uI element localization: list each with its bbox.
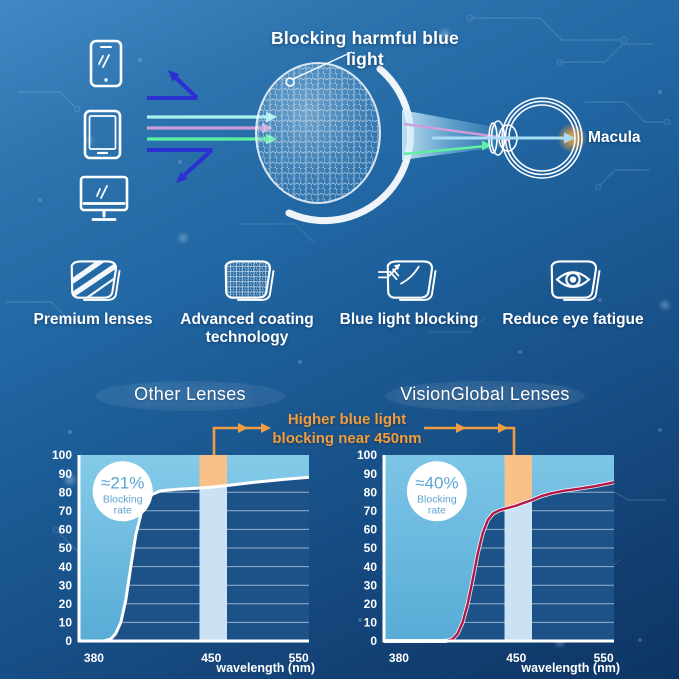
svg-text:10: 10	[364, 616, 378, 630]
svg-text:450: 450	[506, 651, 526, 665]
svg-text:70: 70	[364, 504, 378, 518]
svg-text:30: 30	[364, 578, 378, 592]
feature-blue-light-blocking: Blue light blocking	[329, 258, 489, 329]
reflected-ray-top	[147, 70, 199, 100]
svg-text:80: 80	[59, 485, 73, 499]
monitor-icon	[79, 175, 129, 221]
axes	[382, 455, 614, 643]
svg-text:100: 100	[52, 448, 72, 462]
svg-text:380: 380	[84, 651, 104, 665]
chart-visionglobal-lenses: ≈40% Blocking rate 0 10 20 30 40 50 60 70 80 90 10…	[340, 447, 620, 679]
feature-reduce-eye-fatigue: Reduce eye fatigue	[493, 258, 653, 329]
eye-comfort-lens-icon	[550, 260, 601, 301]
reflected-ray-bottom	[147, 148, 214, 183]
svg-text:40: 40	[59, 560, 73, 574]
svg-text:0: 0	[370, 634, 377, 648]
blue-light-filter-lens	[255, 51, 414, 225]
svg-text:≈21%: ≈21%	[101, 473, 144, 492]
leader-dot	[285, 77, 295, 87]
feature-label: Reduce eye fatigue	[502, 311, 644, 328]
svg-text:Blocking: Blocking	[417, 493, 457, 505]
feature-label: Blue light blocking	[339, 311, 479, 328]
eye-icon	[555, 271, 591, 288]
svg-text:60: 60	[364, 523, 378, 537]
annotation-line2: blocking near 450nm	[272, 430, 422, 447]
macula-label: Macula	[588, 129, 641, 146]
blocking-rate-badge	[92, 461, 153, 522]
transmission-curve	[384, 481, 615, 643]
feature-label: Advanced coating technology	[180, 311, 314, 346]
svg-text:70: 70	[59, 504, 73, 518]
blocking-rate-badge	[406, 461, 467, 522]
svg-text:80: 80	[364, 485, 378, 499]
chart-title-visionglobal-lenses: VisionGlobal Lenses	[400, 384, 570, 404]
leader-line	[292, 51, 353, 80]
svg-text:rate: rate	[114, 504, 132, 516]
axes	[77, 455, 309, 643]
annotation-callout: Higher blue light blocking near 450nm	[247, 410, 447, 448]
svg-text:0: 0	[65, 634, 72, 648]
svg-text:60: 60	[59, 523, 73, 537]
x-axis-label: wavelength (nm)	[215, 661, 315, 675]
chart-other-lenses: ≈21% Blocking rate 0 10 20 30 40 50 60 70 80 90 10…	[35, 447, 315, 679]
feature-advanced-coating: Advanced coating technology	[167, 258, 327, 347]
annotation-line1: Higher blue light	[287, 411, 407, 428]
lens-rim	[285, 65, 414, 225]
feature-label: Premium lenses	[33, 311, 153, 328]
smartphone-icon	[89, 39, 123, 88]
x-axis-label: wavelength (nm)	[520, 661, 620, 675]
blue-light-blocking-lens-icon	[378, 260, 437, 301]
svg-text:50: 50	[364, 541, 378, 555]
svg-text:rate: rate	[428, 504, 446, 516]
svg-text:10: 10	[59, 616, 73, 630]
svg-text:Blocking: Blocking	[103, 493, 143, 505]
svg-text:90: 90	[364, 467, 378, 481]
coated-lens-icon	[224, 260, 275, 301]
eye-diagram	[432, 97, 587, 179]
svg-text:50: 50	[59, 541, 73, 555]
svg-text:550: 550	[594, 651, 614, 665]
svg-text:20: 20	[59, 597, 73, 611]
svg-text:≈40%: ≈40%	[415, 473, 458, 492]
hero-title: Blocking harmful blue light	[271, 28, 459, 69]
svg-text:450: 450	[201, 651, 221, 665]
premium-lens-icon	[70, 260, 121, 301]
svg-text:550: 550	[289, 651, 309, 665]
hero-diagram	[79, 39, 587, 225]
svg-text:30: 30	[59, 578, 73, 592]
svg-text:90: 90	[59, 467, 73, 481]
tablet-icon	[83, 109, 122, 160]
svg-text:100: 100	[357, 448, 377, 462]
chart-title-other-lenses: Other Lenses	[134, 384, 246, 404]
feature-premium-lenses: Premium lenses	[13, 258, 173, 329]
svg-text:20: 20	[364, 597, 378, 611]
svg-text:380: 380	[389, 651, 409, 665]
svg-text:40: 40	[364, 560, 378, 574]
